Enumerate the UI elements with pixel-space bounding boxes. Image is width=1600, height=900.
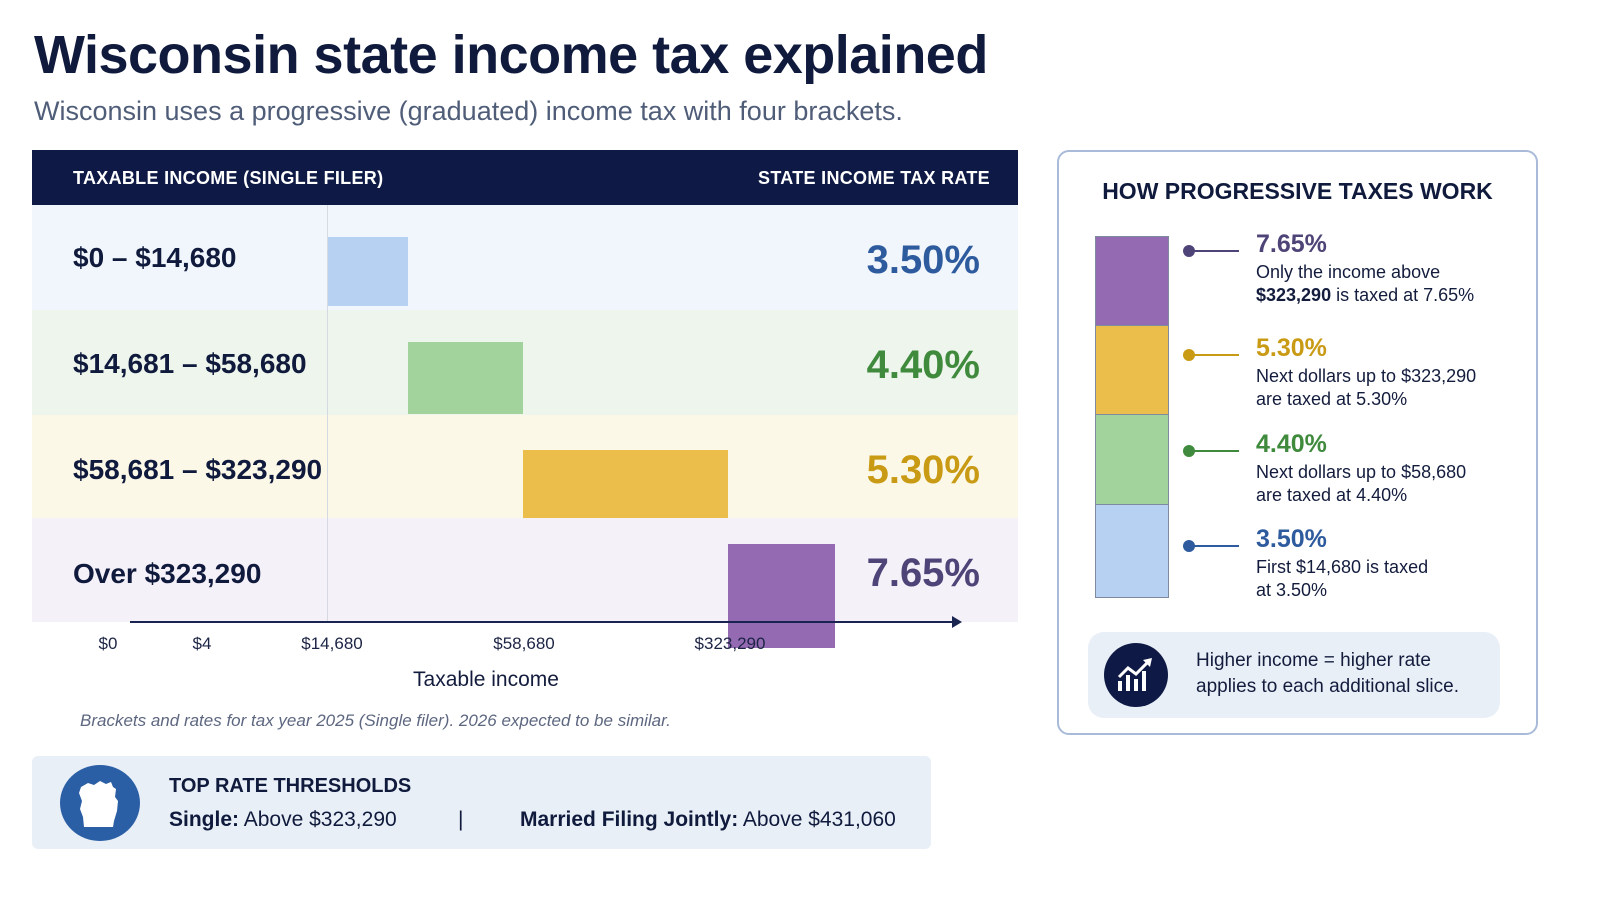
bracket-row: $0 – $14,680 3.50% [32,205,1018,310]
legend-description: Next dollars up to $58,680 are taxed at 4… [1256,462,1467,505]
bracket-range-label: $0 – $14,680 [73,242,237,273]
bracket-row: $14,681 – $58,680 4.40% [32,310,1018,415]
bracket-rate-label: 5.30% [866,448,980,492]
top-rate-thresholds-box: TOP RATE THRESHOLDS Single: Above $323,2… [32,756,931,849]
bracket-row: Over $323,290 7.65% [32,518,1018,648]
bracket-rate-label: 7.65% [866,551,980,595]
legend-description: Next dollars up to $323,290 are taxed at … [1256,366,1477,409]
single-threshold: Single: Above $323,290 [169,808,397,832]
legend-description: Only the income above $323,290 is taxed a… [1256,262,1475,305]
bracket-bar [408,342,523,414]
wisconsin-map-icon [60,765,140,841]
single-label: Single: [169,808,240,831]
callout-text: Higher income = higher rate applies to e… [1196,648,1459,700]
married-value: Above $431,060 [742,808,896,831]
x-axis-tick-label: $323,290 [694,634,766,653]
threshold-separator: | [458,808,464,831]
stack-segment [1096,504,1168,597]
legend-rate: 5.30% [1256,334,1327,362]
married-threshold: Married Filing Jointly: Above $431,060 [520,808,896,832]
x-axis-title: Taxable income [413,668,559,691]
bracket-chart-panel: TAXABLE INCOME (SINGLE FILER) STATE INCO… [32,150,1018,648]
legend-rate: 4.40% [1256,430,1327,458]
bracket-range-label: $58,681 – $323,290 [73,454,323,485]
bracket-bar [523,450,728,523]
x-axis-tick-label: $58,680 [493,634,555,653]
stack-segment [1096,414,1168,504]
bracket-rate-label: 3.50% [866,238,980,282]
single-value: Above $323,290 [243,808,397,831]
bracket-bar [728,544,835,648]
x-axis-tick-label: $0 [98,634,118,653]
legend-connector [1193,450,1239,452]
stacked-rate-bar [1095,236,1169,598]
x-axis-line [130,621,954,623]
column-header-rate: STATE INCOME TAX RATE [758,168,990,188]
married-label: Married Filing Jointly: [520,808,739,831]
legend-description: First $14,680 is taxed at 3.50% [1256,557,1429,600]
bracket-rate-label: 4.40% [866,343,980,387]
thresholds-title: TOP RATE THRESHOLDS [169,775,412,797]
legend-connector [1193,545,1239,547]
legend-dot-icon [1183,445,1195,457]
x-axis-tick-label: $14,680 [301,634,363,653]
legend-dot-icon [1183,349,1195,361]
legend-dot-icon [1183,245,1195,257]
trend-up-chart-icon [1104,643,1168,707]
bracket-range-label: $14,681 – $58,680 [73,348,307,379]
stack-segment [1096,237,1168,325]
higher-rate-callout: Higher income = higher rate applies to e… [1088,632,1500,718]
page-title: Wisconsin state income tax explained [34,25,988,85]
x-axis-tick-label: $4 [192,634,212,653]
callout-line-2: applies to each additional slice. [1196,676,1460,697]
legend-dot-icon [1183,540,1195,552]
footnote: Brackets and rates for tax year 2025 (Si… [80,711,671,730]
bracket-table-header: TAXABLE INCOME (SINGLE FILER) STATE INCO… [32,150,1018,205]
legend-connector [1193,250,1239,252]
grid-line [327,205,328,622]
bracket-row: $58,681 – $323,290 5.30% [32,415,1018,523]
progressive-taxes-card: HOW PROGRESSIVE TAXES WORK 7.65% Only the… [1057,150,1538,735]
legend-rate: 7.65% [1256,230,1327,258]
legend-rate: 3.50% [1256,525,1327,553]
x-axis-arrow-icon [952,616,962,628]
bracket-bar [327,237,408,306]
progressive-card-title: HOW PROGRESSIVE TAXES WORK [1102,178,1493,204]
callout-line-1: Higher income = higher rate [1196,650,1431,671]
stack-segment [1096,325,1168,414]
page-subtitle: Wisconsin uses a progressive (graduated)… [34,96,903,126]
column-header-income: TAXABLE INCOME (SINGLE FILER) [73,168,384,188]
legend-connector [1193,354,1239,356]
bracket-range-label: Over $323,290 [73,558,262,589]
